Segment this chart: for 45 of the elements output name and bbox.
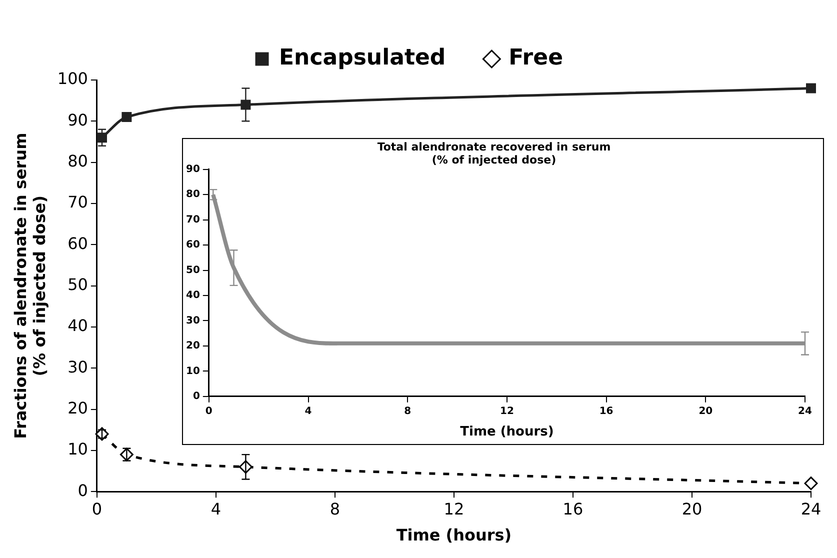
legend-label: Free <box>508 46 563 71</box>
x-tick-label: 0 <box>92 499 102 518</box>
y-tick-label: 0 <box>78 480 88 500</box>
x-tick-label: 20 <box>682 499 702 518</box>
point <box>806 83 816 94</box>
x-tick-label: 0 <box>205 406 212 417</box>
y-tick-label: 10 <box>186 366 200 377</box>
x-tick-label: 16 <box>599 406 614 417</box>
x-tick-label: 8 <box>404 406 412 417</box>
chart-title: Total alendronate recovered in serum (% of injected dose) <box>377 140 611 167</box>
y-tick-label: 0 <box>192 390 200 402</box>
point <box>97 132 107 143</box>
y-tick-label: 40 <box>68 316 88 336</box>
x-tick-label: 20 <box>698 406 713 417</box>
x-tick-label: 12 <box>444 499 464 518</box>
y-tick-label: 90 <box>186 164 200 175</box>
point <box>122 112 132 122</box>
y-tick-label: 10 <box>68 440 88 459</box>
y-tick-label: 100 <box>57 69 88 88</box>
legend-label: Encapsulated <box>279 46 446 71</box>
y-tick-label: 30 <box>186 315 200 326</box>
y-tick-label: 50 <box>68 274 88 294</box>
x-tick-label: 8 <box>330 499 340 518</box>
y-axis-title: Fractions of alendronate in serum (% of injected dose) <box>10 132 49 439</box>
y-tick-label: 80 <box>186 189 200 200</box>
point <box>120 448 134 462</box>
y-tick-label: 60 <box>186 240 200 251</box>
y-tick-label: 60 <box>68 234 88 253</box>
y-tick-label: 40 <box>186 290 200 302</box>
x-axis-title: Time (hours) <box>460 424 554 440</box>
y-tick-label: 80 <box>68 151 88 170</box>
x-tick-label: 4 <box>304 406 312 417</box>
x-tick-label: 4 <box>210 499 222 518</box>
x-tick-label: 12 <box>500 406 514 417</box>
y-tick-label: 30 <box>68 357 88 376</box>
x-tick-label: 24 <box>798 406 812 417</box>
x-tick-label: 24 <box>800 499 822 518</box>
y-tick-label: 90 <box>68 110 88 130</box>
y-tick-label: 20 <box>186 340 200 352</box>
y-tick-label: 70 <box>68 192 88 212</box>
x-axis-title: Time (hours) <box>396 526 512 545</box>
point <box>804 476 818 490</box>
y-tick-label: 50 <box>186 264 200 276</box>
x-tick-label: 16 <box>562 499 584 518</box>
y-tick-label: 70 <box>186 214 200 226</box>
